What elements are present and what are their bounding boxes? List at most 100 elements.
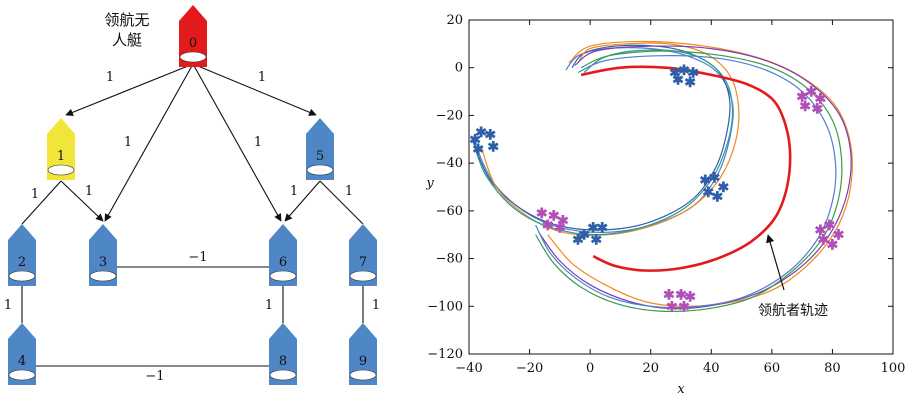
x-tick-label: 60 xyxy=(764,361,781,376)
node-5: 5 xyxy=(306,118,334,180)
star-marker: ✱ xyxy=(557,213,569,229)
y-tick-label: 20 xyxy=(446,13,463,28)
node-4: 4 xyxy=(8,323,36,385)
node-label-9: 9 xyxy=(359,354,367,369)
star-marker: ✱ xyxy=(814,92,826,108)
boat-hull-8 xyxy=(269,323,297,385)
x-tick-label: 80 xyxy=(824,361,841,376)
boat-base-8 xyxy=(269,369,297,381)
x-tick-label: 20 xyxy=(642,361,659,376)
node-3: 3 xyxy=(89,224,117,286)
leader-trajectory xyxy=(580,65,792,272)
edge-1-2 xyxy=(21,180,62,225)
star-marker: ✱ xyxy=(472,142,484,158)
star-marker: ✱ xyxy=(718,180,730,196)
node-6: 6 xyxy=(269,224,297,286)
star-marker: ✱ xyxy=(663,287,675,303)
boat-hull-2 xyxy=(8,224,36,286)
star-marker: ✱ xyxy=(669,65,681,81)
star-marker: ✱ xyxy=(666,299,678,315)
node-8: 8 xyxy=(269,323,297,385)
edge-0-6 xyxy=(192,63,282,222)
edge-weight-layer: 1 1 1 1 1 1 1 1 −1 1 1 1 −1 xyxy=(4,70,380,384)
edge-weight-3-6: −1 xyxy=(188,250,207,265)
star-marker: ✱ xyxy=(711,190,723,206)
edge-0-3 xyxy=(104,63,194,222)
y-tick-label: −80 xyxy=(436,252,463,267)
star-marker: ✱ xyxy=(699,173,711,189)
node-label-6: 6 xyxy=(279,255,287,270)
star-marker: ✱ xyxy=(833,228,845,244)
star-marker: ✱ xyxy=(672,73,684,89)
star-marker: ✱ xyxy=(684,75,696,91)
follower-trajectory-1 xyxy=(474,47,734,233)
edge-weight-1-2: 1 xyxy=(31,187,39,202)
star-marker: ✱ xyxy=(814,223,826,239)
edge-weight-7-9: 1 xyxy=(372,298,380,313)
edge-weight-0-3: 1 xyxy=(124,135,132,150)
edge-weight-1-3: 1 xyxy=(85,184,93,199)
x-tick-label: −20 xyxy=(516,361,543,376)
x-tick-label: 0 xyxy=(586,361,594,376)
boat-hull-1 xyxy=(47,118,75,180)
marker-layer: ✱✱✱✱ ✱✱✱✱✱ ✱✱✱✱✱✱✱✱✱ ✱✱✱✱✱✱ ✱✱✱✱✱✱✱ ✱✱✱ ✱✱ ✱✱✱ ✱ xyxy=(469,63,844,315)
node-7: 7 xyxy=(349,224,377,286)
trajectory-chart: −40 −20 0 20 40 60 80 100 20 0 −20 −40 −60 −80 −100 −12… xyxy=(425,13,905,397)
star-marker: ✱ xyxy=(678,63,690,79)
node-label-0: 0 xyxy=(189,36,197,51)
boat-hull-3 xyxy=(89,224,117,286)
node-label-5: 5 xyxy=(316,149,324,164)
star-marker: ✱ xyxy=(687,65,699,81)
boat-base-0 xyxy=(179,51,207,63)
annotation-label: 领航者轨迹 xyxy=(758,303,828,319)
edge-0-1 xyxy=(65,63,194,116)
follower-trajectory-4 xyxy=(474,49,734,236)
y-tick-label: −20 xyxy=(436,108,463,123)
star-marker: ✱ xyxy=(827,237,839,253)
star-marker: ✱ xyxy=(554,221,566,237)
star-marker: ✱ xyxy=(799,99,811,115)
series-layer xyxy=(471,40,853,312)
edge-1-3 xyxy=(60,180,104,222)
x-tick-label: 40 xyxy=(703,361,720,376)
boat-hull-0 xyxy=(179,5,207,67)
topology-diagram: 1 1 1 1 1 1 1 1 −1 1 1 1 −1 0 1 2 3 4 5 6 7 8 9 领航无 人艇 xyxy=(4,5,380,385)
star-marker: ✱ xyxy=(805,85,817,101)
star-marker: ✱ xyxy=(811,101,823,117)
node-9: 9 xyxy=(349,323,377,385)
follower-trajectory-6 xyxy=(538,45,852,310)
edge-5-6 xyxy=(284,180,321,222)
leader-label-line2: 人艇 xyxy=(112,31,142,49)
y-tick-label: −120 xyxy=(427,347,463,362)
annotation-arrow xyxy=(766,234,785,291)
star-marker: ✱ xyxy=(678,299,690,315)
edge-0-5 xyxy=(192,63,317,116)
edge-weight-2-4: 1 xyxy=(4,298,12,313)
edge-weight-0-6: 1 xyxy=(254,135,262,150)
edge-weight-4-8: −1 xyxy=(145,369,164,384)
star-marker: ✱ xyxy=(484,128,496,144)
boat-base-5 xyxy=(306,164,334,176)
boat-hull-6 xyxy=(269,224,297,286)
x-tick-label: 100 xyxy=(881,361,905,376)
star-marker: ✱ xyxy=(536,206,548,222)
star-marker: ✱ xyxy=(572,232,584,248)
boat-base-6 xyxy=(269,270,297,282)
leader-label-line1: 领航无 xyxy=(104,11,149,29)
plot-frame xyxy=(468,19,894,355)
boat-base-7 xyxy=(349,270,377,282)
edge-weight-0-1: 1 xyxy=(106,70,114,85)
star-marker: ✱ xyxy=(590,232,602,248)
node-0: 0 xyxy=(179,5,207,67)
boat-base-1 xyxy=(47,164,75,176)
follower-trajectory-5 xyxy=(547,40,853,307)
boat-hull-7 xyxy=(349,224,377,286)
node-label-4: 4 xyxy=(18,354,26,369)
node-layer: 0 1 2 3 4 5 6 7 8 9 xyxy=(8,5,377,385)
y-tick-label: −60 xyxy=(436,204,463,219)
boat-hull-9 xyxy=(349,323,377,385)
star-marker: ✱ xyxy=(708,170,720,186)
x-tick-label: −40 xyxy=(455,361,482,376)
axis-ticks: −40 −20 0 20 40 60 80 100 20 0 −20 −40 −60 −80 −100 −12… xyxy=(427,13,905,376)
node-label-2: 2 xyxy=(18,255,26,270)
